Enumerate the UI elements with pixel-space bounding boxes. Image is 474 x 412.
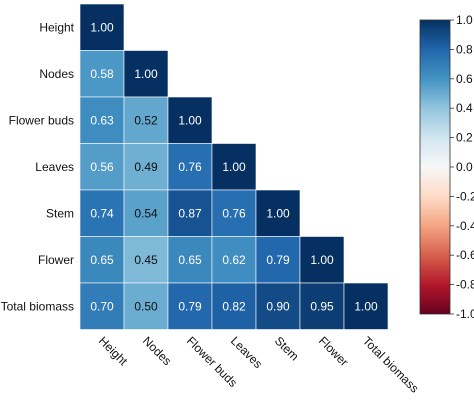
colorbar-tick-label: 1.0 [456, 13, 473, 27]
row-label: Flower [38, 253, 74, 267]
heatmap-cell [211, 189, 257, 237]
heatmap-cell [343, 282, 389, 330]
row-label: Nodes [39, 67, 74, 81]
column-label: Leaves [228, 334, 265, 371]
colorbar-tick-label: 0.0 [456, 160, 473, 174]
colorbar-tick-label: 0.6 [456, 72, 473, 86]
colorbar-tick-label: -1.0 [456, 307, 474, 321]
cell-value-label: 1.00 [90, 20, 114, 34]
column-label: Stem [272, 334, 302, 364]
cell-value-label: 0.90 [266, 299, 290, 313]
heatmap-cell [299, 236, 345, 284]
heatmap-cell [79, 3, 125, 51]
heatmap-cell [123, 282, 169, 330]
cell-value-label: 0.65 [90, 253, 114, 267]
cell-value-label: 0.50 [134, 299, 158, 313]
column-label: Total biomass [360, 334, 422, 396]
cell-value-label: 0.45 [134, 253, 158, 267]
cell-value-label: 0.65 [178, 253, 202, 267]
heatmap-cell [299, 282, 345, 330]
row-labels: Height Nodes Flower buds Leaves Stem Flower To… [1, 20, 75, 313]
colorbar-tick-label: 0.2 [456, 131, 473, 145]
heatmap-cell [123, 50, 169, 98]
heatmap-cell [79, 236, 125, 284]
cell-value-label: 0.82 [222, 299, 246, 313]
heatmap-cell [211, 236, 257, 284]
heatmap-cell [167, 236, 213, 284]
heatmap-cell [79, 282, 125, 330]
heatmap-cell [167, 189, 213, 237]
cell-value-label: 1.00 [222, 160, 246, 174]
heatmap-cell [255, 236, 301, 284]
heatmap-cell [123, 96, 169, 144]
heatmap-cell [167, 96, 213, 144]
colorbar: 1.0 0.8 0.6 0.4 0.2 0.0 -0.2 -0.4 -0.6 -0.8 -1.0 [419, 13, 474, 321]
cell-value-label: 0.70 [90, 299, 114, 313]
colorbar-tick-label: -0.4 [456, 219, 474, 233]
column-label: Flower [316, 334, 351, 369]
colorbar-tick-label: 0.8 [456, 42, 473, 56]
heatmap-cell [123, 189, 169, 237]
cell-value-label: 0.87 [178, 206, 202, 220]
heatmap-cell [255, 189, 301, 237]
heatmap-cell [79, 96, 125, 144]
cell-value-label: 0.62 [222, 253, 246, 267]
row-label: Stem [46, 206, 74, 220]
column-label: Height [96, 334, 131, 369]
cell-value-label: 0.74 [90, 206, 114, 220]
cell-value-label: 0.52 [134, 113, 158, 127]
cell-value-label: 0.54 [134, 206, 158, 220]
heatmap-cells: 1.00 0.58 1.00 0.63 0.52 1.00 0.56 0.49 0.76 1.00… [79, 3, 389, 330]
row-label: Height [39, 20, 74, 34]
cell-value-label: 1.00 [178, 113, 202, 127]
heatmap-cell [79, 50, 125, 98]
cell-value-label: 1.00 [266, 206, 290, 220]
heatmap-cell [123, 236, 169, 284]
cell-value-label: 0.79 [178, 299, 202, 313]
cell-value-label: 0.76 [178, 160, 202, 174]
colorbar-tick-label: -0.2 [456, 189, 474, 203]
cell-value-label: 0.63 [90, 113, 114, 127]
cell-value-label: 0.56 [90, 160, 114, 174]
cell-value-label: 1.00 [310, 253, 334, 267]
cell-value-label: 0.79 [266, 253, 290, 267]
cell-value-label: 1.00 [134, 67, 158, 81]
colorbar-tick-label: -0.8 [456, 278, 474, 292]
cell-value-label: 0.49 [134, 160, 158, 174]
heatmap-cell [211, 143, 257, 191]
column-label: Nodes [140, 334, 174, 368]
row-label: Total biomass [1, 299, 74, 313]
colorbar-tick-label: -0.6 [456, 248, 474, 262]
heatmap-cell [211, 282, 257, 330]
colorbar-tick-label: 0.4 [456, 101, 473, 115]
row-label: Flower buds [9, 113, 74, 127]
colorbar-gradient [419, 19, 451, 315]
cell-value-label: 1.00 [354, 299, 378, 313]
heatmap-cell [123, 143, 169, 191]
cell-value-label: 0.95 [310, 299, 334, 313]
row-label: Leaves [35, 160, 74, 174]
cell-value-label: 0.58 [90, 67, 114, 81]
cell-value-label: 0.76 [222, 206, 246, 220]
